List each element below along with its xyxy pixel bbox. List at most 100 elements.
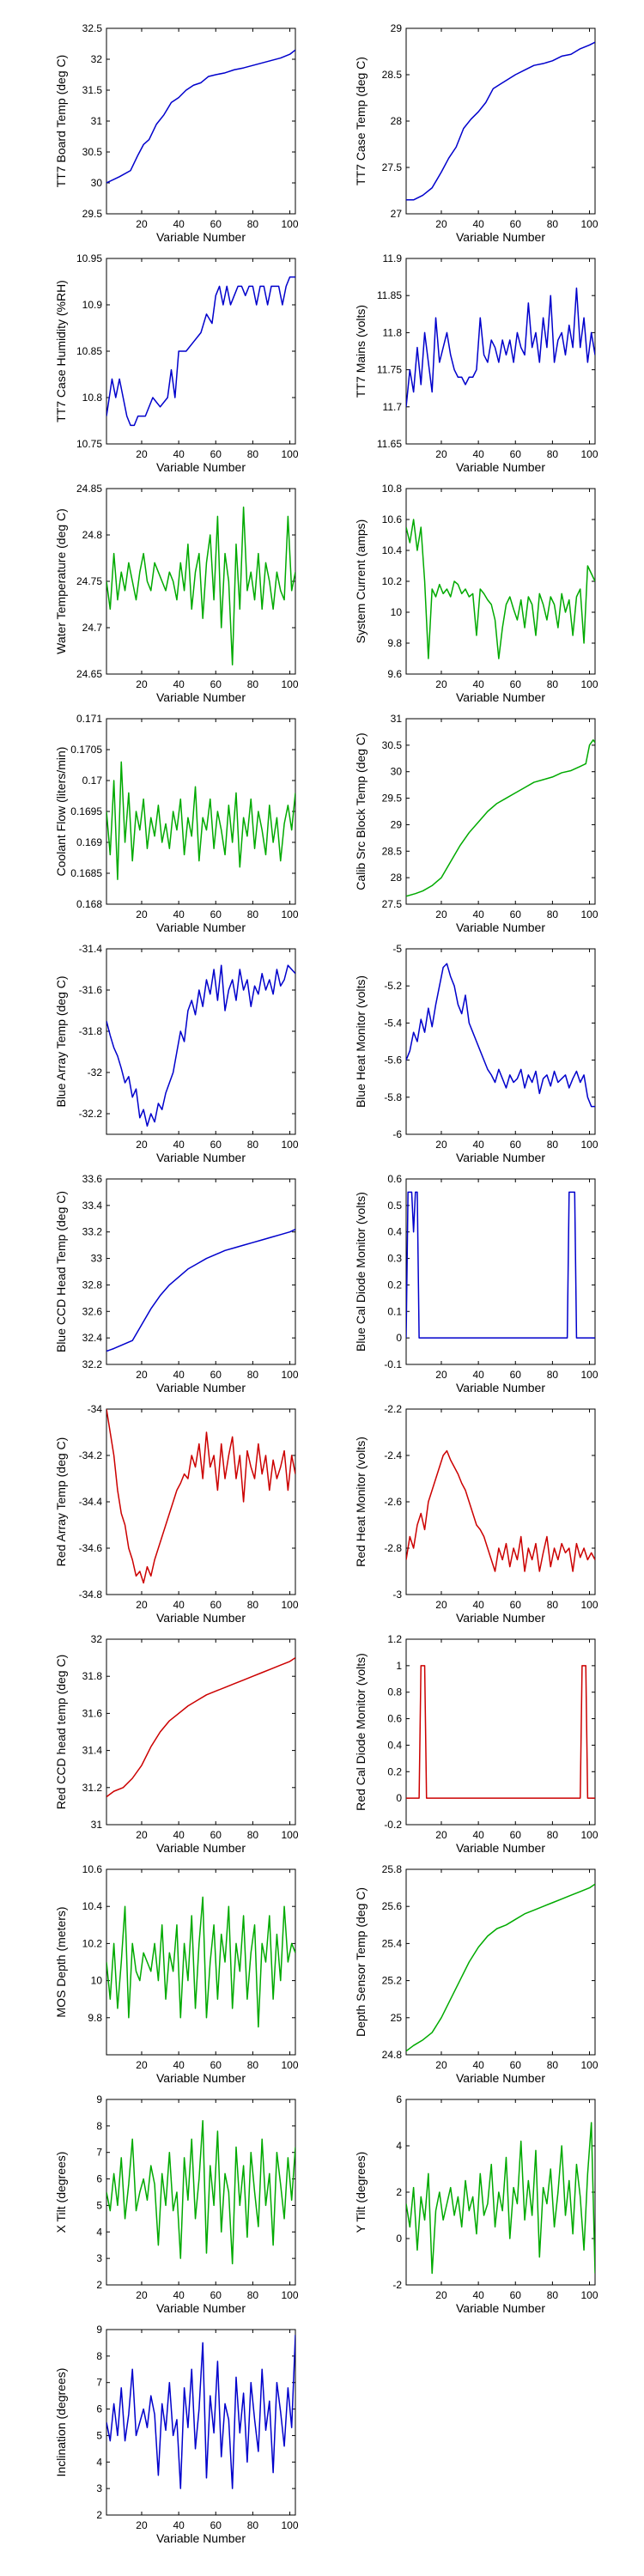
y-tick-label: 10.75 bbox=[76, 438, 102, 450]
chart-panel: 20 40 60 80 100 24.65 24.7 24.75 24.8 24.85 Variab… bbox=[54, 483, 299, 704]
y-tick-label: 10 bbox=[391, 606, 403, 618]
y-axis-label: MOS Depth (meters) bbox=[54, 1906, 68, 2017]
y-tick-label: 10.4 bbox=[382, 544, 403, 556]
x-tick-label: 60 bbox=[210, 1599, 222, 1611]
y-axis-label: Water Temperature (deg C) bbox=[54, 508, 68, 654]
x-tick-label: 100 bbox=[282, 2289, 299, 2301]
y-axis-label: TT7 Case Temp (deg C) bbox=[354, 57, 368, 185]
y-tick-label: 29 bbox=[391, 818, 403, 830]
x-tick-label: 40 bbox=[173, 1829, 185, 1841]
y-tick-label: 4 bbox=[396, 2140, 402, 2152]
y-tick-label: 25 bbox=[391, 2012, 403, 2024]
y-tick-label: 10.95 bbox=[76, 252, 102, 264]
series-line bbox=[406, 519, 595, 659]
series-line bbox=[106, 1656, 295, 1798]
y-tick-label: -5.8 bbox=[384, 1091, 402, 1103]
x-tick-label: 40 bbox=[173, 908, 185, 920]
x-tick-label: 60 bbox=[210, 2519, 222, 2531]
x-tick-label: 20 bbox=[136, 1369, 148, 1381]
x-tick-label: 40 bbox=[472, 1829, 484, 1841]
y-tick-label: 24.7 bbox=[82, 622, 103, 634]
x-tick-label: 100 bbox=[581, 218, 598, 230]
plot-area bbox=[106, 1868, 296, 2056]
y-tick-label: 0.8 bbox=[387, 1686, 402, 1698]
x-tick-label: 40 bbox=[472, 218, 484, 230]
y-tick-label: 32.6 bbox=[82, 1305, 103, 1317]
y-tick-label: -34 bbox=[88, 1403, 103, 1415]
x-tick-label: 40 bbox=[472, 2289, 484, 2301]
chart-panel: 20 40 60 80 100 -0.1 0 0.1 0.2 0.3 0.4 0.5 0.6 Variab… bbox=[354, 1173, 598, 1394]
x-tick-label: 20 bbox=[136, 448, 148, 460]
y-tick-label: 10.8 bbox=[382, 483, 403, 495]
series-line bbox=[406, 1665, 595, 1799]
y-tick-label: -5 bbox=[392, 943, 402, 955]
x-tick-label: 100 bbox=[282, 448, 299, 460]
x-axis-label: Variable Number bbox=[456, 920, 545, 934]
chart-panel: 20 40 60 80 100 -3 -2.8 -2.6 -2.4 -2.2 Variable Nu… bbox=[354, 1403, 598, 1625]
x-tick-label: 40 bbox=[173, 1599, 185, 1611]
y-tick-label: 10.2 bbox=[82, 1937, 103, 1949]
series-line bbox=[106, 506, 295, 665]
y-tick-label: -2 bbox=[392, 2279, 402, 2291]
plot-area bbox=[405, 948, 596, 1135]
x-tick-label: 100 bbox=[581, 2289, 598, 2301]
x-tick-label: 20 bbox=[136, 908, 148, 920]
y-tick-label: 28.5 bbox=[382, 69, 403, 81]
y-tick-label: 11.75 bbox=[377, 364, 402, 376]
x-tick-label: 20 bbox=[136, 678, 148, 690]
x-tick-label: 80 bbox=[247, 2519, 259, 2531]
x-tick-label: 100 bbox=[282, 908, 299, 920]
chart-panel: 20 40 60 80 100 11.65 11.7 11.75 11.8 11.85 11.9 Va… bbox=[354, 252, 598, 474]
y-tick-label: 30.5 bbox=[382, 739, 403, 751]
x-tick-label: 60 bbox=[510, 908, 522, 920]
series-line bbox=[106, 276, 295, 427]
x-tick-label: 40 bbox=[472, 908, 484, 920]
y-axis-label: TT7 Mains (volts) bbox=[354, 305, 368, 398]
y-tick-label: -3 bbox=[392, 1589, 402, 1601]
chart-panel: 20 40 60 80 100 2 3 4 5 6 7 8 9 Variable Number Inclin… bbox=[54, 2324, 299, 2545]
series-line bbox=[406, 287, 595, 407]
y-tick-label: 8 bbox=[96, 2350, 102, 2362]
y-tick-label: 32 bbox=[91, 1633, 103, 1645]
x-tick-label: 20 bbox=[435, 218, 447, 230]
y-tick-label: -31.4 bbox=[79, 943, 103, 955]
x-tick-label: 60 bbox=[510, 1599, 522, 1611]
x-tick-label: 60 bbox=[510, 2059, 522, 2071]
y-axis-label: Blue Cal Diode Monitor (volts) bbox=[354, 1192, 368, 1352]
x-tick-label: 100 bbox=[581, 1139, 598, 1151]
y-tick-label: -34.8 bbox=[79, 1589, 103, 1601]
y-tick-label: 11.8 bbox=[383, 326, 403, 338]
y-tick-label: 32 bbox=[91, 53, 103, 65]
x-tick-label: 20 bbox=[435, 1139, 447, 1151]
x-axis-label: Variable Number bbox=[456, 230, 545, 244]
series-line bbox=[106, 1228, 295, 1352]
chart-panel: 20 40 60 80 100 -0.2 0 0.2 0.4 0.6 0.8 1 1.2 Variable… bbox=[354, 1633, 598, 1855]
chart-panel: 20 40 60 80 100 31 31.2 31.4 31.6 31.8 32 Variable … bbox=[54, 1633, 299, 1855]
y-axis-label: Blue Array Temp (deg C) bbox=[54, 975, 68, 1107]
y-tick-label: 0.2 bbox=[387, 1765, 402, 1777]
x-tick-label: 60 bbox=[510, 1139, 522, 1151]
y-tick-label: 0 bbox=[396, 1792, 402, 1804]
chart-panel: 20 40 60 80 100 2 3 4 5 6 7 8 9 Variable Number X Tilt… bbox=[54, 2093, 299, 2315]
y-axis-label: Y Tilt (degrees) bbox=[354, 2152, 368, 2233]
x-axis-label: Variable Number bbox=[156, 2531, 246, 2545]
y-tick-label: 31 bbox=[391, 713, 403, 725]
y-tick-label: -34.4 bbox=[79, 1496, 103, 1508]
y-tick-label: 10.8 bbox=[82, 392, 103, 404]
series-line bbox=[106, 1409, 295, 1584]
x-axis-label: Variable Number bbox=[456, 1381, 545, 1394]
y-tick-label: 29 bbox=[391, 22, 403, 34]
chart-panel: 20 40 60 80 100 -32.2 -32 -31.8 -31.6 -31.4 Variab… bbox=[54, 943, 299, 1164]
x-tick-label: 60 bbox=[510, 448, 522, 460]
series-line bbox=[406, 963, 595, 1108]
y-tick-label: 3 bbox=[96, 2252, 102, 2264]
y-tick-label: 10.4 bbox=[82, 1900, 103, 1912]
x-tick-label: 80 bbox=[547, 908, 559, 920]
x-tick-label: 40 bbox=[472, 678, 484, 690]
x-tick-label: 80 bbox=[547, 1369, 559, 1381]
y-tick-label: 32.5 bbox=[82, 22, 103, 34]
x-tick-label: 100 bbox=[581, 1369, 598, 1381]
x-axis-label: Variable Number bbox=[156, 1151, 246, 1164]
y-tick-label: 0.168 bbox=[76, 898, 102, 910]
x-tick-label: 60 bbox=[210, 908, 222, 920]
